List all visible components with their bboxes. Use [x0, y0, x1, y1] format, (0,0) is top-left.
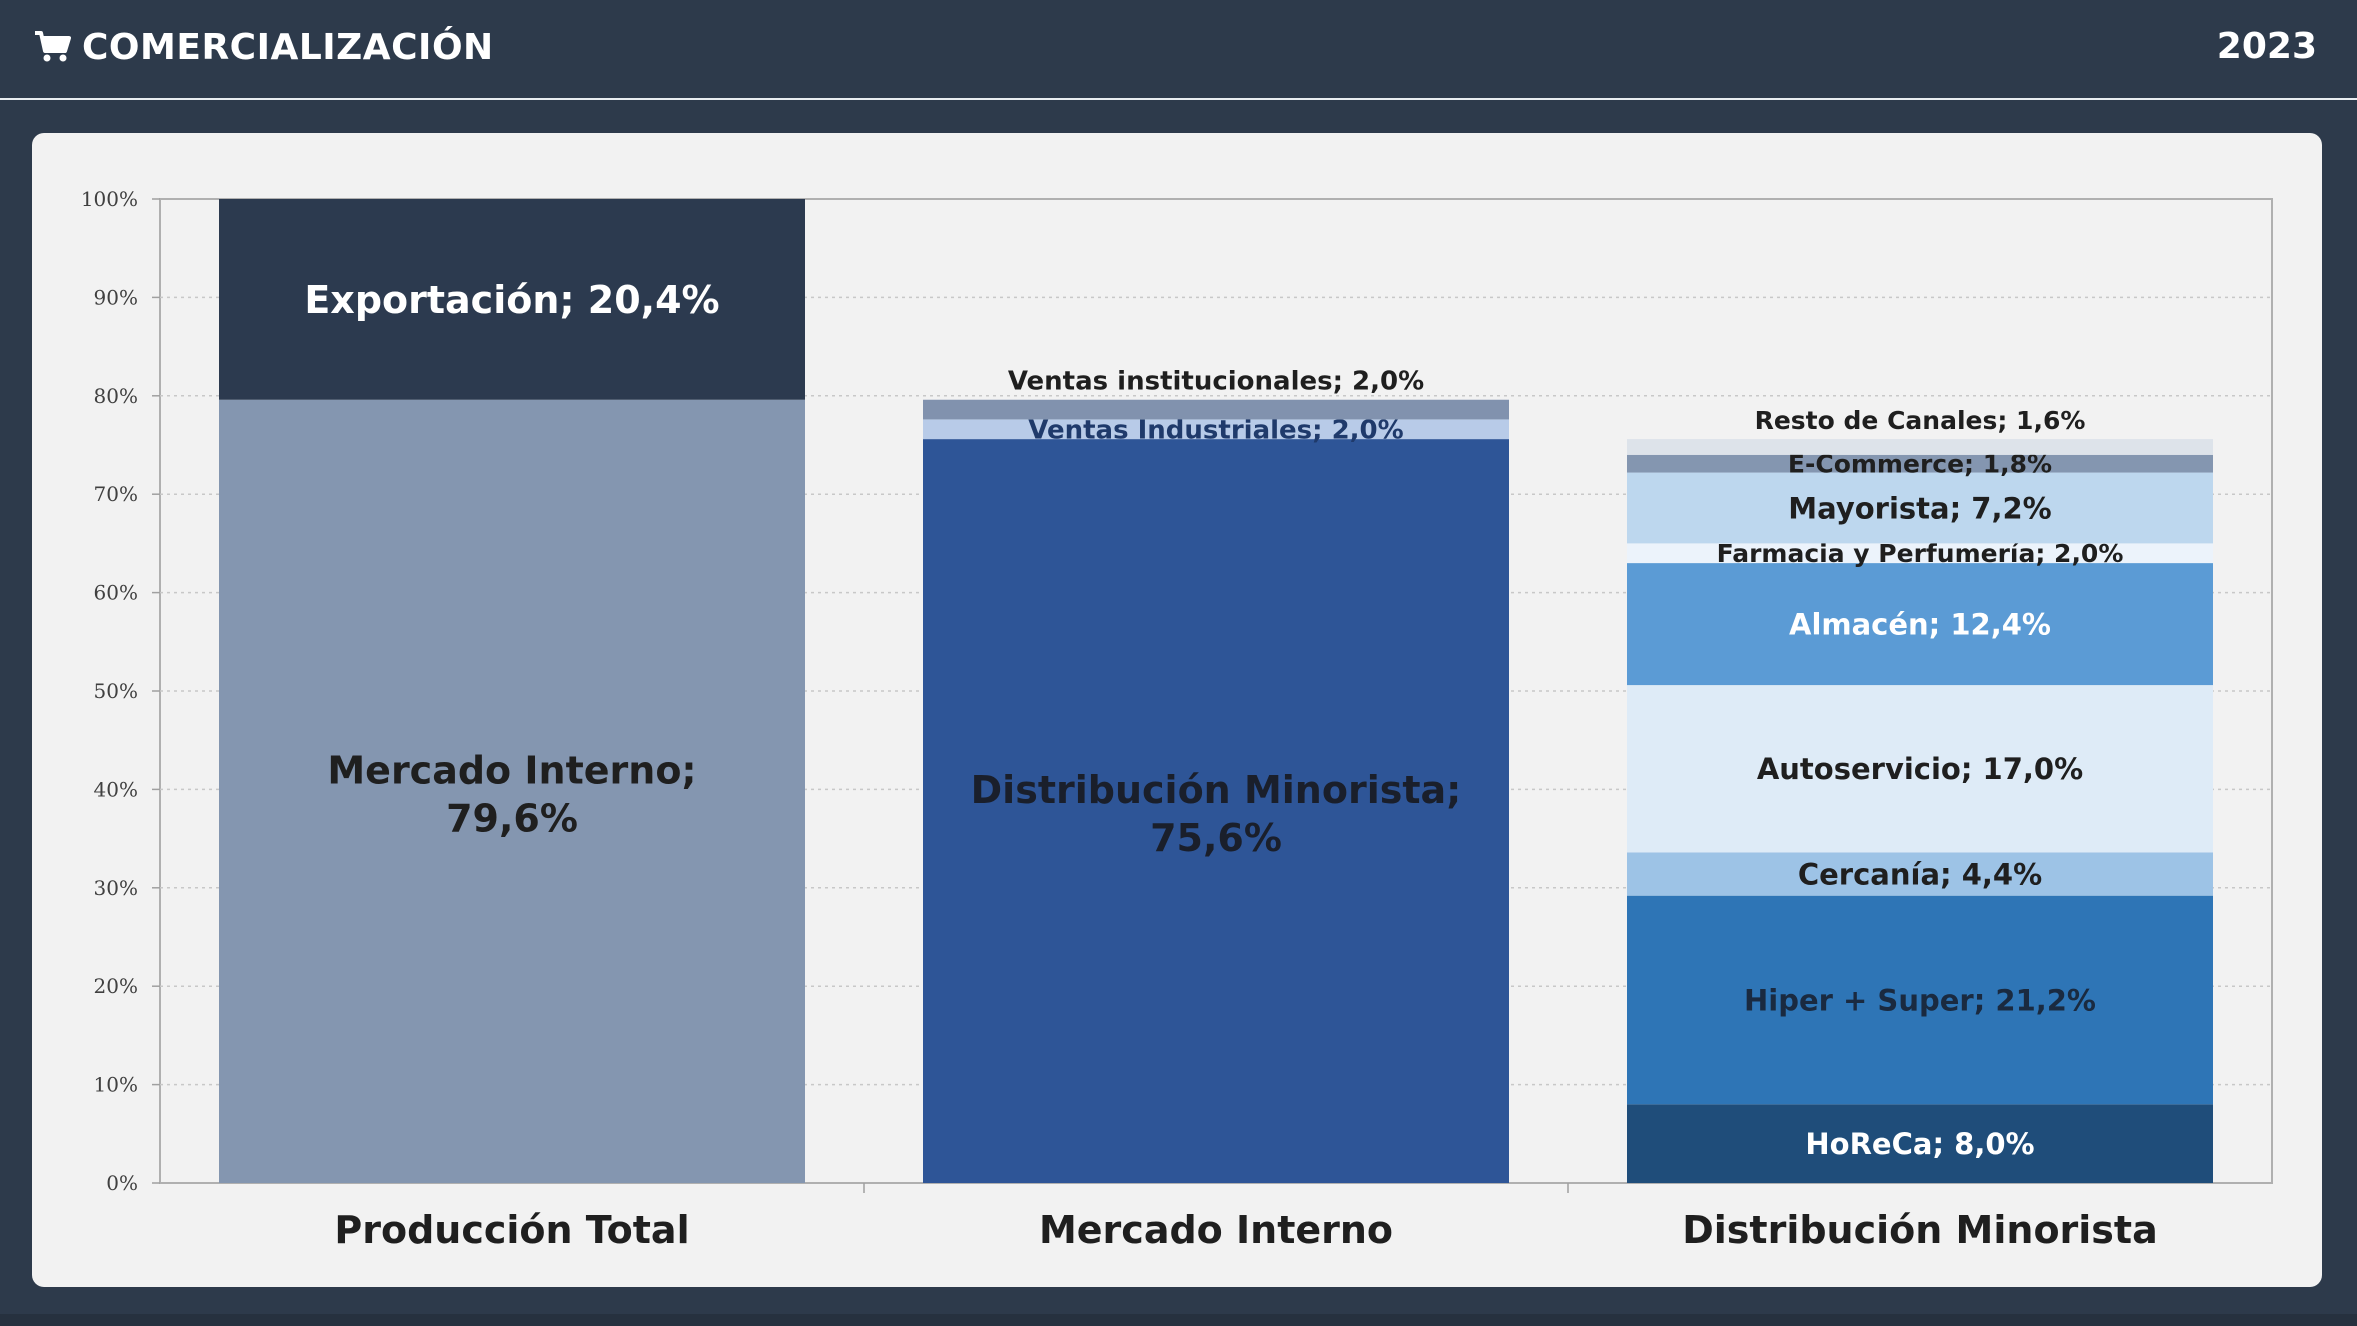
segment-label: Ventas Industriales; 2,0% — [1028, 416, 1403, 446]
bar-segment — [219, 199, 805, 400]
segment-label: Cercanía; 4,4% — [1798, 857, 2042, 891]
x-category-label: Distribución Minorista — [1682, 1208, 2158, 1252]
bar-segment — [923, 439, 1509, 1183]
y-tick-label: 10% — [94, 1073, 138, 1097]
y-tick-label: 30% — [94, 876, 138, 900]
bar-segment — [1627, 685, 2213, 853]
bar-segment — [1627, 472, 2213, 544]
bar-segment — [1627, 439, 2213, 455]
year-label: 2023 — [2216, 26, 2317, 67]
bar-segment — [1627, 852, 2213, 896]
segment-label: Resto de Canales; 1,6% — [1755, 406, 2086, 435]
segment-label: Mercado Interno; — [327, 748, 696, 792]
chart-panel: 0% 10% 20% 30% 40% 50% 60% 70% 80% 90% 100% Mercado… — [32, 133, 2322, 1287]
stacked-bar-chart: 0% 10% 20% 30% 40% 50% 60% 70% 80% 90% 100% Mercado… — [81, 187, 2273, 1252]
y-tick-label: 0% — [106, 1171, 138, 1195]
segment-label: Distribución Minorista; — [971, 768, 1462, 812]
segment-label: Hiper + Super; 21,2% — [1744, 983, 2096, 1017]
footer-strip — [0, 1314, 2357, 1326]
segment-label: Ventas institucionales; 2,0% — [1008, 367, 1424, 397]
header-title-group: COMERCIALIZACIÓN — [34, 22, 494, 72]
y-tick-label: 80% — [94, 384, 138, 408]
segment-label: Mayorista; 7,2% — [1788, 491, 2051, 525]
segment-label: Autoservicio; 17,0% — [1757, 752, 2083, 786]
y-tick-label: 40% — [94, 777, 138, 801]
y-tick-label: 90% — [94, 285, 138, 309]
shopping-cart-icon — [35, 31, 71, 62]
y-tick-label: 70% — [94, 482, 138, 506]
segment-label: Exportación; 20,4% — [304, 278, 719, 322]
y-tick-label: 100% — [81, 187, 138, 211]
x-category-label: Mercado Interno — [1039, 1208, 1393, 1252]
x-category-label: Producción Total — [334, 1208, 689, 1252]
segment-label-value: 79,6% — [446, 796, 578, 840]
page-title: COMERCIALIZACIÓN — [82, 26, 494, 68]
segment-label: HoReCa; 8,0% — [1805, 1127, 2034, 1161]
bar-segment — [1627, 454, 2213, 473]
bar-segment — [923, 399, 1509, 420]
y-tick-label: 50% — [94, 679, 138, 703]
segment-label-value: 75,6% — [1150, 816, 1282, 860]
y-tick-label: 20% — [94, 974, 138, 998]
bar-segment — [1627, 563, 2213, 686]
segment-label: Almacén; 12,4% — [1789, 608, 2051, 642]
bar-segment — [1627, 1104, 2213, 1183]
y-tick-label: 60% — [94, 581, 138, 605]
bar-segment — [219, 399, 805, 1184]
header: COMERCIALIZACIÓN 2023 — [0, 0, 2357, 100]
bar-segment — [923, 419, 1509, 440]
segment-label: Farmacia y Perfumería; 2,0% — [1717, 539, 2124, 568]
bar-segment — [1627, 543, 2213, 564]
bar-segment — [1627, 895, 2213, 1105]
